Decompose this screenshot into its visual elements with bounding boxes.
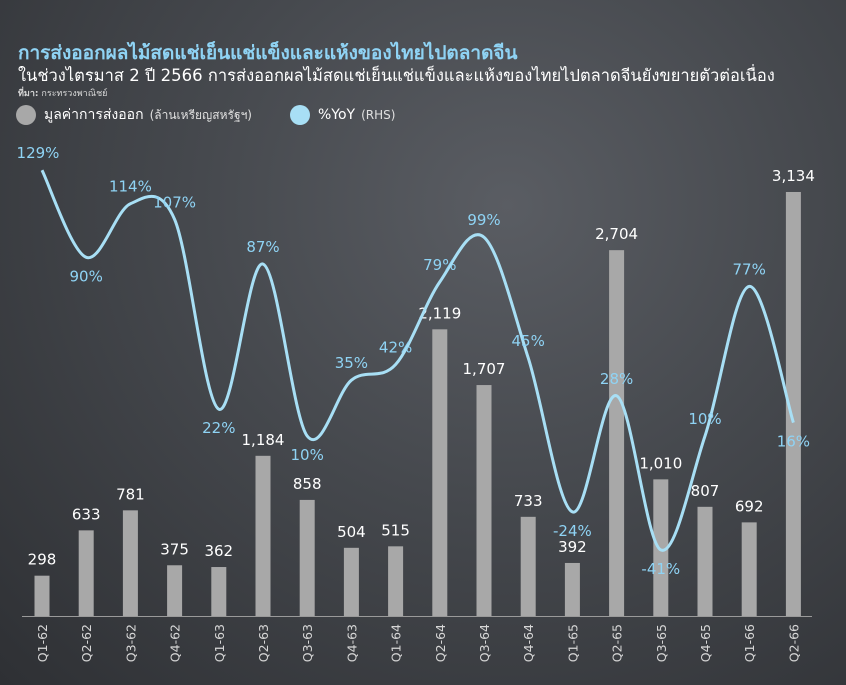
yoy-value-label: 87% [246, 238, 279, 256]
legend-label-bars: มูลค่าการส่งออก [44, 107, 144, 123]
bar [388, 546, 404, 616]
bar [697, 506, 713, 616]
yoy-value-label: -24% [553, 522, 592, 540]
bar [255, 455, 271, 616]
chart-subtitle: ในช่วงไตรมาส 2 ปี 2566 การส่งออกผลไม้สดแ… [18, 66, 775, 85]
bar-value-label: 504 [337, 523, 366, 541]
yoy-value-label: 10% [291, 446, 324, 464]
x-tick-label: Q2-64 [433, 624, 448, 662]
bar [78, 530, 94, 616]
x-tick-label: Q3-63 [300, 624, 315, 662]
x-tick-label: Q4-65 [698, 624, 713, 662]
legend-item-bars: มูลค่าการส่งออก (ล้านเหรียญสหรัฐฯ) [16, 104, 252, 126]
bar-value-label: 2,704 [595, 225, 638, 243]
x-tick-label: Q1-63 [212, 624, 227, 662]
bar-value-label: 858 [293, 475, 322, 493]
legend-label-line: %YoY [318, 107, 356, 123]
x-tick-label: Q4-62 [168, 624, 183, 662]
x-tick-label: Q4-64 [521, 624, 536, 662]
bar [741, 522, 757, 616]
chart-title: การส่งออกผลไม้สดแช่เย็นแช่แข็งและแห้งของ… [18, 42, 518, 64]
bar-value-label: 392 [558, 538, 587, 556]
bar-value-label: 692 [735, 497, 764, 515]
yoy-value-label: 35% [335, 354, 368, 372]
bar [653, 479, 669, 616]
bar-value-label: 298 [28, 551, 57, 569]
x-tick-label: Q3-65 [654, 624, 669, 662]
bar-value-label: 781 [116, 485, 145, 503]
legend-item-line: %YoY (RHS) [290, 105, 395, 125]
source-label: ที่มา: [18, 89, 39, 99]
bar-value-label: 515 [381, 521, 410, 539]
yoy-value-label: 42% [379, 339, 412, 357]
bar-value-label: 1,707 [463, 360, 506, 378]
x-tick-label: Q3-62 [123, 624, 138, 662]
yoy-value-label: 22% [202, 419, 235, 437]
legend: มูลค่าการส่งออก (ล้านเหรียญสหรัฐฯ) %YoY … [16, 104, 433, 126]
yoy-value-label: -41% [641, 560, 680, 578]
bar [476, 385, 492, 616]
yoy-value-label: 129% [17, 144, 60, 162]
x-tick-label: Q2-62 [79, 624, 94, 662]
bar [520, 516, 536, 616]
source-value: กระทรวงพาณิชย์ [41, 89, 108, 99]
bar-value-label: 1,184 [242, 431, 285, 449]
yoy-value-label: 99% [467, 211, 500, 229]
yoy-value-label: 114% [109, 178, 152, 196]
bar-value-label: 807 [691, 482, 720, 500]
bar [564, 562, 580, 616]
bar [432, 329, 448, 616]
yoy-line [40, 169, 795, 552]
yoy-value-label: 16% [777, 433, 810, 451]
x-tick-label: Q1-64 [389, 624, 404, 662]
x-tick-label: Q2-65 [610, 624, 625, 662]
source-note: ที่มา: กระทรวงพาณิชย์ [18, 86, 107, 100]
bar [609, 250, 625, 616]
legend-swatch-line [290, 105, 310, 125]
x-tick-label: Q1-65 [565, 624, 580, 662]
bar-value-label: 375 [160, 540, 189, 558]
yoy-value-label: 77% [733, 260, 766, 278]
yoy-value-label: 90% [70, 267, 103, 285]
yoy-value-label: 10% [688, 410, 721, 428]
bar-value-label: 2,119 [418, 304, 461, 322]
bar [34, 575, 50, 616]
bar [211, 567, 227, 616]
legend-unit-bars: (ล้านเหรียญสหรัฐฯ) [149, 107, 252, 122]
yoy-value-label: 28% [600, 370, 633, 388]
yoy-value-label: 79% [423, 256, 456, 274]
x-tick-label: Q3-64 [477, 624, 492, 662]
bar-value-label: 633 [72, 505, 101, 523]
x-tick-label: Q1-66 [742, 624, 757, 662]
bar-value-label: 3,134 [772, 167, 815, 185]
bar [343, 547, 359, 616]
bar-value-label: 362 [204, 542, 233, 560]
bar [299, 499, 315, 616]
bar [122, 510, 138, 616]
x-tick-label: Q2-63 [256, 624, 271, 662]
x-tick-label: Q1-62 [35, 624, 50, 662]
x-tick-label: Q4-63 [344, 624, 359, 662]
bar-value-label: 1,010 [639, 454, 682, 472]
yoy-value-label: 107% [153, 193, 196, 211]
yoy-value-label: 45% [512, 332, 545, 350]
bar [167, 565, 183, 616]
x-tick-label: Q2-66 [786, 624, 801, 662]
bar [785, 191, 801, 617]
legend-swatch-bars [16, 105, 36, 125]
legend-unit-line: (RHS) [361, 108, 396, 122]
bar-value-label: 733 [514, 492, 543, 510]
